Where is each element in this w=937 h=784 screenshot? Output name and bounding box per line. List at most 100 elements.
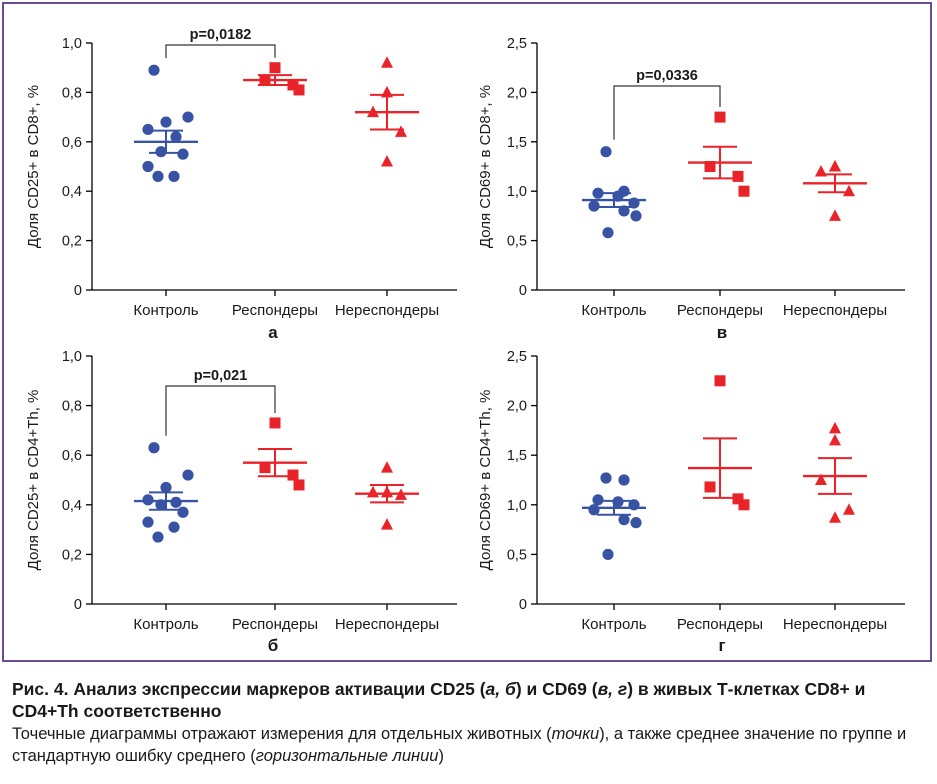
data-point-circle: [630, 210, 642, 222]
x-tick-label: Респондеры: [677, 302, 763, 319]
x-tick-label: Нереспондеры: [335, 616, 439, 633]
data-point-triangle: [815, 473, 827, 485]
y-tick-label: 0: [519, 597, 527, 613]
data-point-square: [293, 84, 305, 96]
data-point-circle: [588, 200, 600, 212]
y-tick-label: 1,5: [507, 448, 527, 464]
data-point-triangle: [381, 461, 393, 473]
data-point-square: [293, 479, 305, 491]
data-point-circle: [602, 227, 614, 239]
figure-caption: Рис. 4. Анализ экспрессии маркеров актив…: [12, 678, 924, 767]
data-point-square: [704, 161, 716, 172]
x-tick-label: Респондеры: [232, 302, 318, 319]
y-tick-label: 0,4: [62, 184, 82, 200]
data-point-triangle: [381, 518, 393, 530]
scatter-panel-г: 0 0,5 1,0 1,5 2,0 2,5 Контроль Респондеры Нересп…: [477, 349, 905, 655]
p-value-label: p=0,021: [194, 368, 248, 384]
data-point-circle: [152, 170, 164, 182]
data-point-circle: [588, 504, 600, 516]
data-point-triangle: [381, 155, 393, 167]
panel-letter: г: [718, 636, 725, 655]
caption-body: Точечные диаграммы отражают измерения дл…: [12, 723, 924, 767]
data-point-square: [269, 417, 281, 429]
panel-letter: б: [268, 636, 279, 655]
y-tick-label: 2,0: [507, 85, 527, 101]
x-tick-label: Контроль: [133, 616, 198, 633]
data-point-circle: [142, 123, 154, 136]
significance-bracket: [613, 85, 721, 140]
caption-body-part: ): [438, 747, 444, 765]
data-point-square: [259, 462, 271, 474]
caption-body-part: Точечные диаграммы отражают измерения дл…: [12, 725, 552, 743]
data-point-triangle: [843, 503, 855, 515]
x-tick-label: Контроль: [581, 616, 646, 633]
data-point-circle: [618, 474, 630, 486]
data-point-triangle: [843, 184, 855, 197]
data-point-square: [287, 79, 299, 91]
y-axis-label: Доля CD69+ в CD8+, %: [477, 85, 494, 248]
data-point-circle: [182, 111, 194, 123]
caption-body-part: ), а также среднее значение по группе и …: [12, 725, 907, 765]
data-point-circle: [142, 494, 154, 506]
data-point-triangle: [829, 433, 841, 446]
data-point-circle: [148, 442, 160, 454]
data-point-square: [287, 469, 299, 481]
y-tick-label: 0: [74, 283, 82, 299]
caption-title-part: Рис. 4. Анализ экспрессии маркеров актив…: [12, 679, 486, 699]
y-tick-label: 0,2: [62, 547, 82, 563]
data-point-circle: [160, 116, 172, 128]
data-point-circle: [168, 521, 180, 533]
data-point-circle: [142, 516, 154, 528]
y-tick-label: 0,8: [62, 85, 82, 101]
data-point-triangle: [829, 421, 841, 434]
data-point-circle: [170, 496, 182, 508]
y-tick-label: 0,5: [507, 547, 527, 563]
y-axis-label: Доля CD69+ в CD4+Th, %: [477, 390, 494, 571]
caption-body-italic: точки: [551, 725, 600, 743]
data-point-triangle: [367, 485, 379, 498]
data-point-square: [714, 375, 726, 387]
data-point-circle: [618, 205, 630, 217]
scatter-panel-б: 0 0,2 0,4 0,6 0,8 1,0 Контроль Респондеры Нересп…: [25, 349, 457, 655]
y-tick-label: 2,5: [507, 36, 527, 52]
scatter-panel-а: 0 0,2 0,4 0,6 0,8 1,0 Контроль Респондеры Нересп…: [25, 27, 457, 342]
x-tick-label: Контроль: [133, 302, 198, 319]
y-tick-label: 1,0: [507, 184, 527, 200]
y-tick-label: 1,0: [507, 498, 527, 514]
figure-frame: [2, 2, 932, 662]
y-tick-label: 0: [519, 283, 527, 299]
data-point-triangle: [829, 160, 841, 172]
x-tick-label: Нереспондеры: [783, 616, 887, 633]
figure-panels: 0 0,2 0,4 0,6 0,8 1,0 Контроль Респондеры Нересп…: [25, 27, 905, 655]
data-point-triangle: [829, 511, 841, 523]
data-point-circle: [600, 472, 612, 484]
data-point-square: [704, 481, 716, 493]
y-axis-label: Доля CD25+ в CD8+, %: [25, 85, 42, 248]
y-tick-label: 2,0: [507, 399, 527, 415]
data-point-square: [269, 62, 281, 74]
significance-bracket: [165, 385, 276, 436]
caption-title-part: ) в живых Т-клетках CD8+ и CD4+Th соотве…: [12, 679, 866, 721]
panel-letter: в: [717, 323, 727, 342]
panel-letter: а: [268, 323, 278, 342]
y-tick-label: 0,2: [62, 234, 82, 250]
caption-title: Рис. 4. Анализ экспрессии маркеров актив…: [12, 678, 924, 722]
y-tick-label: 1,0: [62, 349, 82, 365]
data-point-square: [732, 170, 744, 182]
y-tick-label: 0,6: [62, 135, 82, 151]
x-tick-label: Респондеры: [232, 616, 318, 633]
y-tick-label: 0,5: [507, 234, 527, 250]
y-tick-label: 0,6: [62, 448, 82, 464]
data-point-triangle: [829, 209, 841, 221]
scatter-panel-в: 0 0,5 1,0 1,5 2,0 2,5 Контроль Респондеры Нересп…: [477, 36, 905, 342]
x-tick-label: Нереспондеры: [335, 302, 439, 319]
caption-title-italic: в, г: [597, 679, 628, 699]
caption-title-part: ) и CD69 (: [515, 679, 598, 699]
data-point-square: [738, 185, 750, 197]
y-tick-label: 0,4: [62, 498, 82, 514]
data-point-circle: [152, 531, 164, 543]
y-tick-label: 0: [74, 597, 82, 613]
y-tick-label: 1,0: [62, 36, 82, 52]
data-point-circle: [142, 160, 154, 173]
y-tick-label: 0,8: [62, 399, 82, 415]
